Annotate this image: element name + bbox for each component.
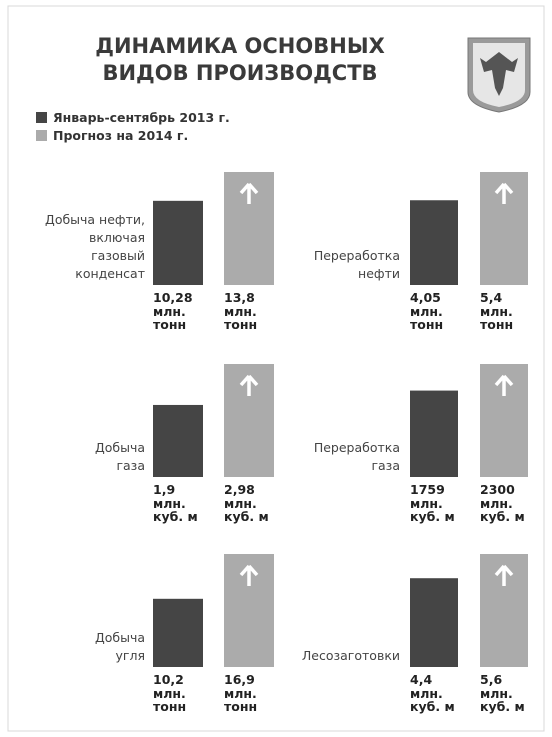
arrow [494, 374, 514, 396]
chart-title: Переработка [314, 440, 400, 455]
arrow [239, 374, 259, 396]
unit-label: млн. [410, 304, 443, 319]
unit-label: млн. [480, 686, 513, 701]
unit-label: млн. [153, 686, 186, 701]
title: ДИНАМИКА ОСНОВНЫХ [95, 34, 385, 58]
chart-title: Переработка [314, 248, 400, 263]
unit-label: тонн [410, 317, 443, 332]
value-label: 4,05 [410, 290, 441, 305]
chart-title: нефти [358, 266, 400, 281]
legend-label: Прогноз на 2014 г. [53, 128, 188, 143]
title: ВИДОВ ПРОИЗВОДСТВ [102, 61, 377, 85]
chart-title: Добыча [95, 630, 145, 645]
bar [410, 200, 458, 285]
unit-label: куб. м [480, 509, 525, 524]
bar [410, 578, 458, 667]
unit-label: млн. [480, 304, 513, 319]
value-label: 5,4 [480, 290, 502, 305]
value-label: 5,6 [480, 672, 502, 687]
unit-label: млн. [224, 686, 257, 701]
chart-title: газовый [91, 248, 145, 263]
legend-swatch [36, 130, 47, 141]
chart-title: угля [116, 648, 145, 663]
value-label: 4,4 [410, 672, 432, 687]
unit-label: тонн [224, 699, 257, 714]
bar [153, 200, 203, 285]
chart-title: включая [89, 230, 145, 245]
bar [410, 390, 458, 477]
chart-title: газа [116, 458, 145, 473]
legend-swatch [36, 112, 47, 123]
arrow [239, 564, 259, 586]
unit-label: куб. м [410, 699, 455, 714]
chart-title: конденсат [75, 266, 145, 281]
unit-label: куб. м [224, 509, 269, 524]
legend-label: Январь-сентябрь 2013 г. [53, 110, 230, 125]
unit-label: млн. [224, 304, 257, 319]
unit-label: тонн [480, 317, 513, 332]
chart-title: Добыча [95, 440, 145, 455]
unit-label: млн. [153, 496, 186, 511]
unit-label: тонн [224, 317, 257, 332]
value-label: 13,8 [224, 290, 255, 305]
arrow [494, 564, 514, 586]
chart-title: Добыча нефти, [45, 212, 145, 227]
unit-label: куб. м [153, 509, 198, 524]
value-label: 1,9 [153, 482, 175, 497]
unit-label: млн. [410, 496, 443, 511]
unit-label: тонн [153, 317, 186, 332]
value-label: 2,98 [224, 482, 255, 497]
value-label: 1759 [410, 482, 445, 497]
emblem [467, 37, 531, 113]
unit-label: куб. м [410, 509, 455, 524]
value-label: 10,28 [153, 290, 193, 305]
unit-label: млн. [153, 304, 186, 319]
unit-label: тонн [153, 699, 186, 714]
value-label: 10,2 [153, 672, 184, 687]
unit-label: млн. [480, 496, 513, 511]
value-label: 2300 [480, 482, 515, 497]
arrow [494, 182, 514, 204]
arrow [239, 182, 259, 204]
bar [153, 404, 203, 477]
unit-label: куб. м [480, 699, 525, 714]
unit-label: млн. [410, 686, 443, 701]
bar [153, 598, 203, 667]
unit-label: млн. [224, 496, 257, 511]
chart-title: Лесозаготовки [302, 648, 400, 663]
chart-title: газа [371, 458, 400, 473]
value-label: 16,9 [224, 672, 255, 687]
